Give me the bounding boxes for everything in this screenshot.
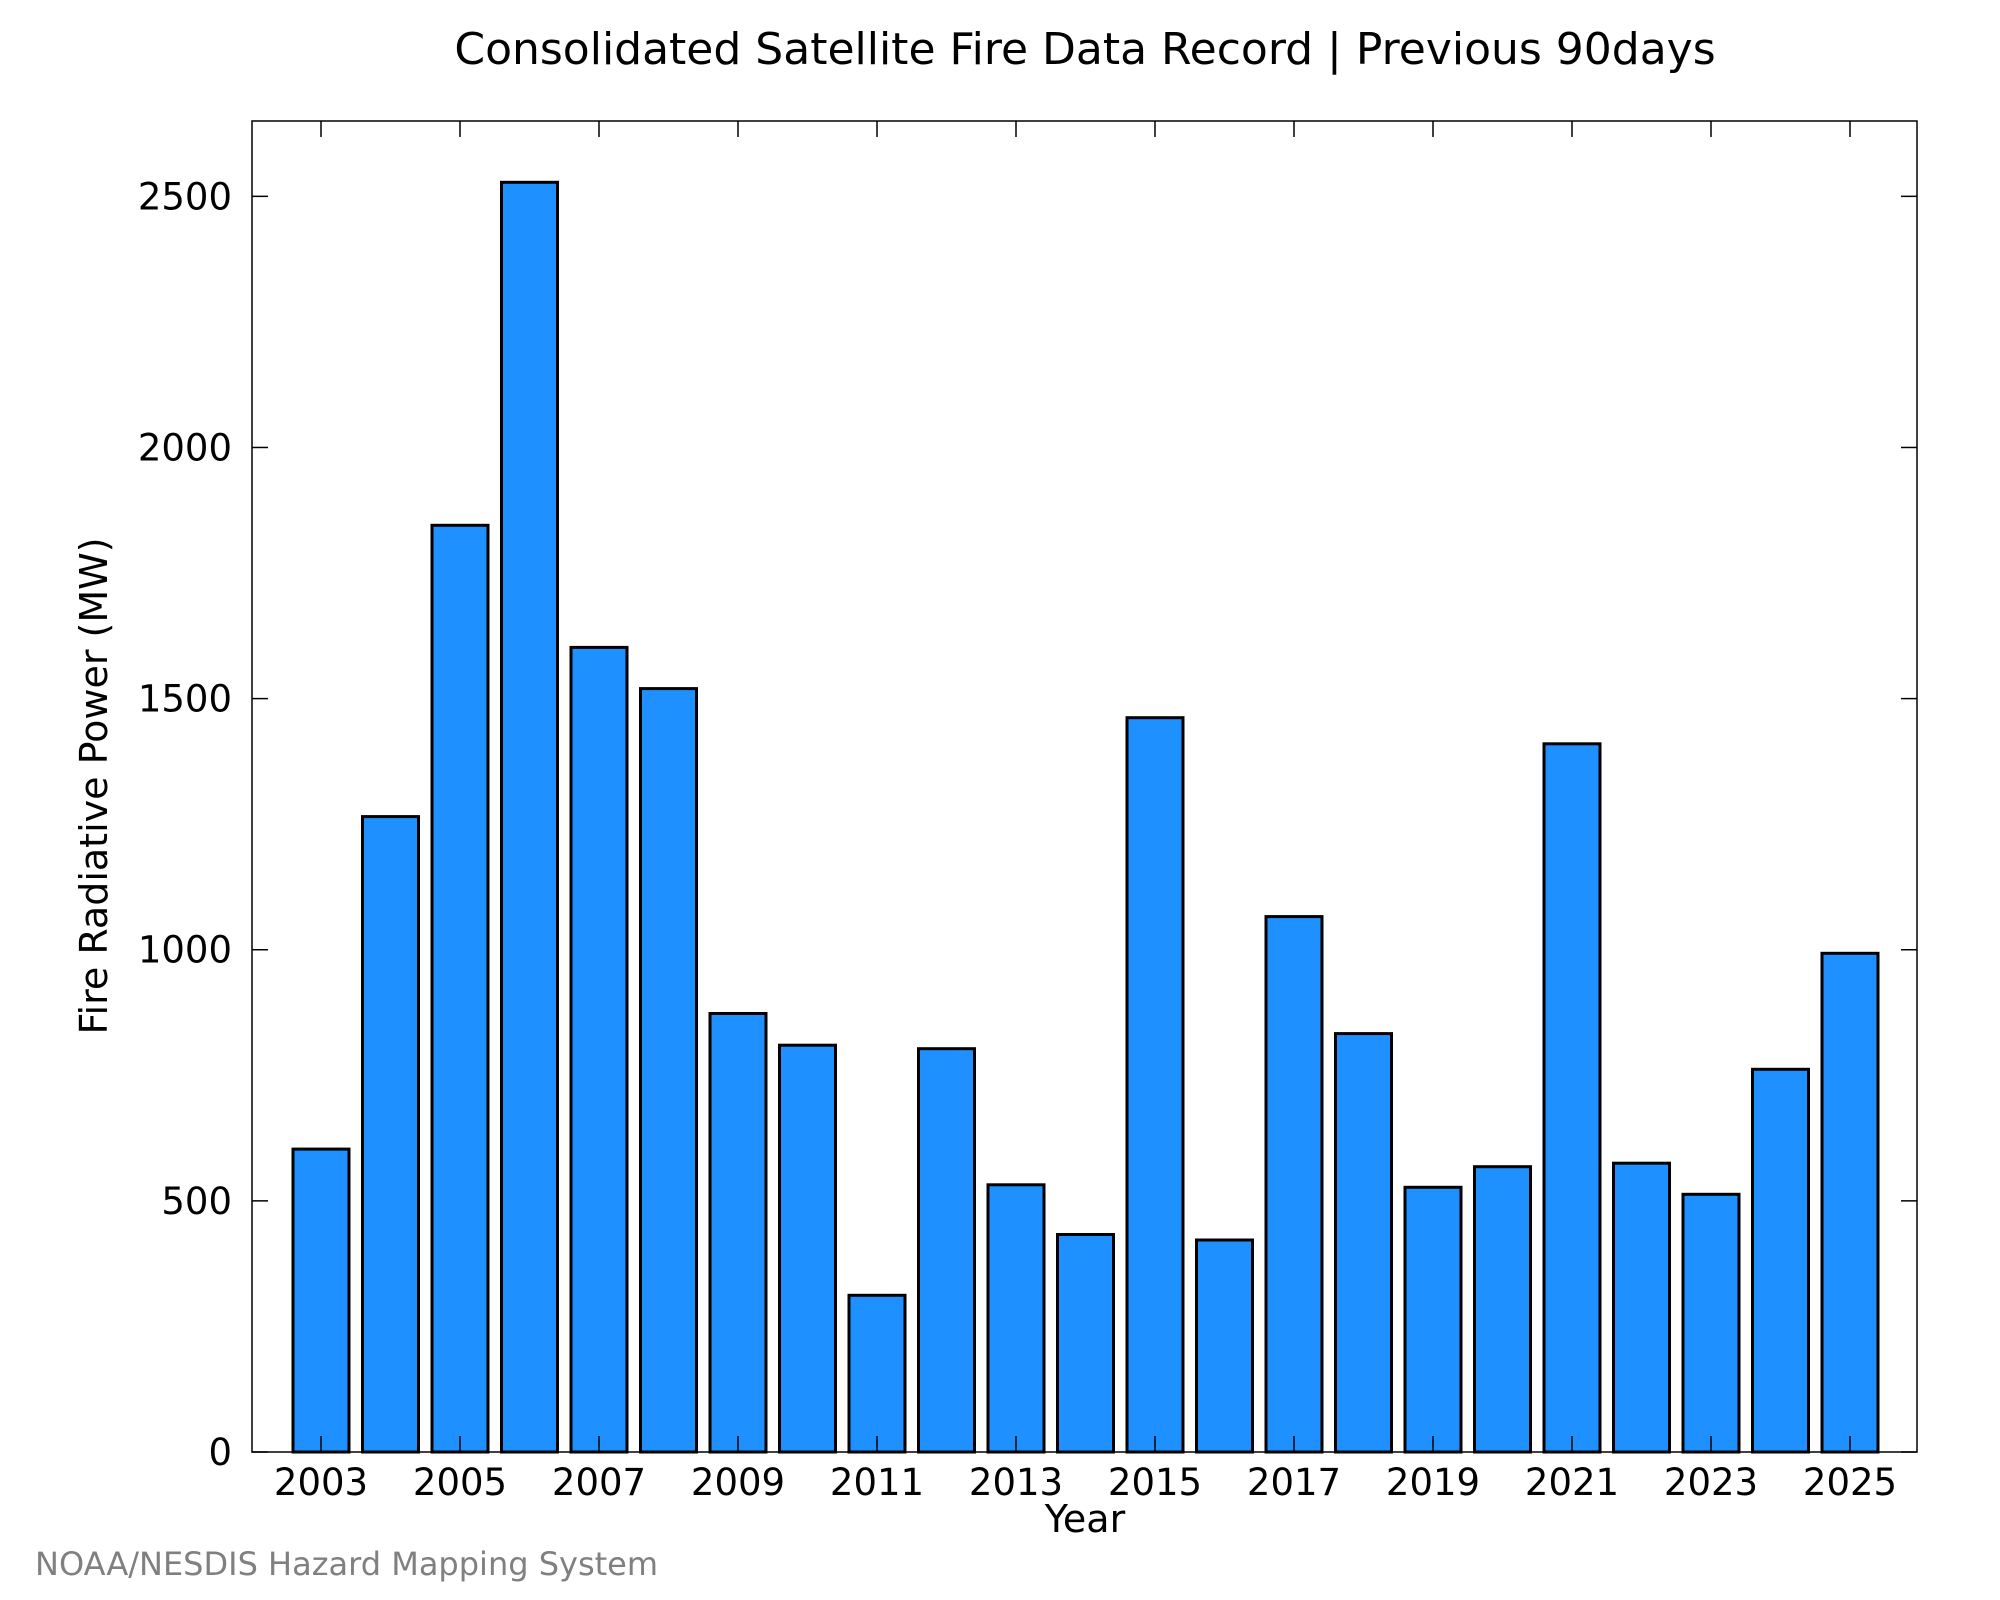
y-axis-title: Fire Radiative Power (MW) (72, 537, 116, 1034)
x-tick-label: 2013 (969, 1461, 1063, 1504)
y-axis: 0 500 1000 1500 2000 2500 (138, 175, 1917, 1474)
bar-2020 (1473, 1165, 1532, 1454)
x-tick-label: 2003 (274, 1461, 368, 1504)
x-tick-label: 2015 (1108, 1461, 1202, 1504)
y-tick-label: 1000 (138, 929, 232, 972)
source-credit: NOAA/NESDIS Hazard Mapping System (35, 1545, 658, 1583)
x-tick-label: 2021 (1525, 1461, 1619, 1504)
bar-2023 (1681, 1192, 1741, 1454)
x-tick-label: 2019 (1386, 1461, 1480, 1504)
bar-2006 (500, 180, 559, 1454)
x-tick-label: 2007 (552, 1461, 646, 1504)
bar-2010 (778, 1043, 837, 1454)
y-tick-label: 2000 (138, 426, 232, 469)
bar-2003 (291, 1147, 351, 1454)
y-tick-label: 0 (208, 1431, 232, 1474)
bar-2024 (1751, 1067, 1810, 1454)
plot-frame (251, 120, 1918, 1453)
bar-2022 (1612, 1161, 1671, 1454)
bar-2004 (361, 815, 420, 1454)
bar-2015 (1125, 716, 1185, 1454)
bar-2005 (430, 523, 490, 1454)
y-tick-label: 2500 (138, 175, 232, 218)
bar-2016 (1195, 1238, 1254, 1454)
x-axis-title: Year (1044, 1497, 1126, 1541)
y-tick-label: 500 (161, 1180, 232, 1223)
bar-2007 (569, 645, 629, 1454)
chart-title: Consolidated Satellite Fire Data Record … (454, 24, 1715, 75)
bar-2014 (1056, 1233, 1115, 1454)
bar-2008 (639, 687, 698, 1454)
bar-2011 (847, 1293, 907, 1454)
bar-2025 (1820, 951, 1880, 1454)
x-tick-label: 2025 (1803, 1461, 1897, 1504)
x-tick-label: 2009 (691, 1461, 785, 1504)
x-tick-label: 2011 (830, 1461, 924, 1504)
x-axis: 2003 2005 2007 2009 2011 2013 2015 2017 2019 2021… (274, 121, 1897, 1504)
bar-2013 (986, 1183, 1046, 1454)
bar-2019 (1403, 1185, 1463, 1454)
y-tick-label: 1500 (138, 678, 232, 721)
bar-2017 (1264, 915, 1324, 1454)
bar-2018 (1334, 1032, 1393, 1454)
bar-2012 (917, 1047, 976, 1454)
bar-2009 (708, 1012, 768, 1454)
bars-group (291, 180, 1880, 1454)
x-tick-label: 2017 (1247, 1461, 1341, 1504)
x-tick-label: 2005 (413, 1461, 507, 1504)
bar-2021 (1542, 742, 1602, 1454)
x-tick-label: 2023 (1664, 1461, 1758, 1504)
